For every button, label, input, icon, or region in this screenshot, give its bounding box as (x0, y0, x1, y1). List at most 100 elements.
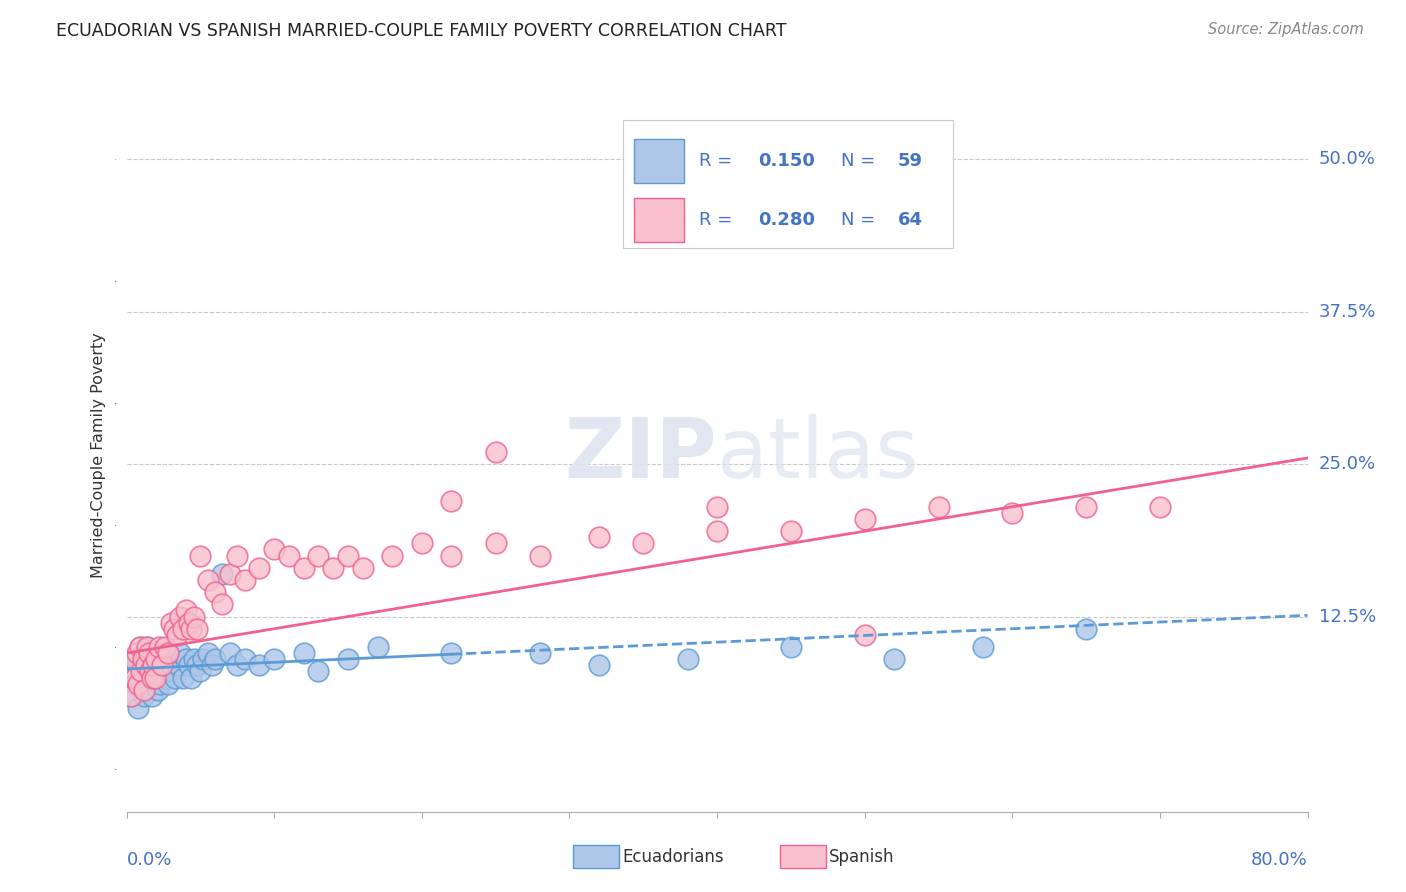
Text: R =: R = (699, 211, 738, 228)
Y-axis label: Married-Couple Family Poverty: Married-Couple Family Poverty (91, 332, 107, 578)
Point (153, 671, 176, 685)
Point (188, 665, 211, 679)
Text: 0.280: 0.280 (758, 211, 815, 228)
Point (129, 676, 153, 690)
Text: Source: ZipAtlas.com: Source: ZipAtlas.com (1208, 22, 1364, 37)
Point (180, 671, 202, 685)
Point (440, 493, 463, 508)
Point (1001, 506, 1024, 520)
Point (156, 646, 179, 660)
Point (484, 536, 508, 550)
Point (226, 549, 249, 563)
Point (188, 549, 211, 563)
FancyBboxPatch shape (634, 198, 683, 242)
Point (139, 652, 162, 666)
Point (152, 658, 174, 673)
Point (219, 566, 242, 581)
Point (142, 658, 165, 673)
Point (142, 658, 165, 673)
Point (529, 646, 551, 660)
Point (1149, 500, 1171, 514)
Text: 64: 64 (898, 211, 922, 228)
Point (211, 598, 233, 612)
Point (219, 646, 242, 660)
Point (124, 676, 146, 690)
Point (204, 585, 226, 599)
FancyBboxPatch shape (623, 120, 953, 248)
Point (136, 640, 159, 654)
Point (135, 665, 157, 679)
Point (128, 640, 150, 654)
Point (193, 652, 215, 666)
Text: 59: 59 (898, 152, 922, 169)
Point (138, 676, 160, 690)
Point (125, 646, 148, 660)
Point (292, 646, 315, 660)
Point (411, 536, 433, 550)
Point (172, 622, 194, 636)
Point (145, 652, 167, 666)
Point (233, 652, 256, 666)
Point (167, 658, 190, 673)
Point (163, 622, 186, 636)
Point (132, 652, 155, 666)
Point (853, 628, 876, 642)
Point (120, 689, 142, 703)
Point (148, 640, 170, 654)
Point (143, 671, 166, 685)
Point (779, 640, 801, 654)
Point (172, 671, 194, 685)
Point (381, 549, 404, 563)
Text: R =: R = (699, 152, 738, 169)
Point (155, 646, 177, 660)
Point (166, 628, 188, 642)
Point (588, 530, 610, 544)
Point (143, 671, 166, 685)
Point (337, 652, 360, 666)
Point (174, 603, 197, 617)
Point (779, 524, 801, 538)
Text: 25.0%: 25.0% (1319, 455, 1376, 473)
Point (132, 652, 155, 666)
Text: atlas: atlas (717, 415, 918, 495)
Point (177, 658, 200, 673)
Point (366, 640, 388, 654)
Point (145, 646, 167, 660)
Point (183, 609, 205, 624)
Text: Ecuadorians: Ecuadorians (623, 847, 724, 865)
Point (197, 646, 219, 660)
Point (204, 652, 226, 666)
Point (165, 671, 187, 685)
Point (120, 689, 142, 703)
Point (153, 640, 176, 654)
Point (706, 524, 728, 538)
Text: 50.0%: 50.0% (1319, 150, 1375, 168)
Point (883, 652, 905, 666)
Point (529, 549, 551, 563)
Point (169, 609, 191, 624)
Point (337, 549, 360, 563)
Point (247, 658, 270, 673)
Point (183, 652, 205, 666)
Point (186, 658, 208, 673)
FancyBboxPatch shape (634, 138, 683, 183)
FancyBboxPatch shape (574, 846, 619, 868)
Point (150, 652, 173, 666)
Text: 80.0%: 80.0% (1251, 851, 1308, 869)
Point (141, 689, 163, 703)
Point (292, 560, 315, 574)
Point (177, 615, 200, 630)
Point (307, 665, 329, 679)
Point (159, 665, 183, 679)
Point (150, 658, 173, 673)
Point (122, 665, 145, 679)
Point (201, 658, 224, 673)
Point (146, 682, 169, 697)
Point (136, 640, 159, 654)
Point (180, 622, 202, 636)
Point (440, 646, 463, 660)
Point (322, 560, 344, 574)
Point (588, 658, 610, 673)
Point (263, 542, 285, 557)
Point (440, 549, 463, 563)
